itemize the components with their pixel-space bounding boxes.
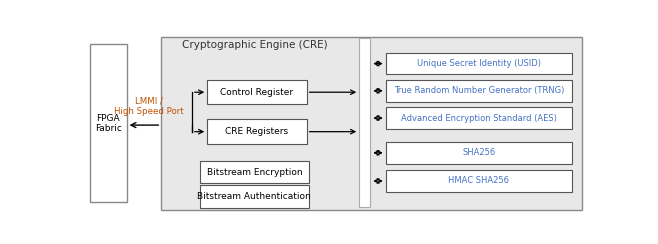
FancyBboxPatch shape: [199, 161, 309, 183]
Text: SHA256: SHA256: [462, 148, 495, 157]
Text: LMMI /
High Speed Port: LMMI / High Speed Port: [114, 97, 184, 116]
FancyBboxPatch shape: [207, 120, 307, 144]
FancyBboxPatch shape: [161, 37, 582, 210]
Text: HMAC SHA256: HMAC SHA256: [448, 176, 509, 185]
FancyBboxPatch shape: [386, 107, 572, 129]
FancyBboxPatch shape: [90, 44, 126, 202]
FancyBboxPatch shape: [386, 142, 572, 164]
Text: Bitstream Authentication: Bitstream Authentication: [197, 192, 311, 201]
Text: CRE Registers: CRE Registers: [225, 127, 288, 136]
FancyBboxPatch shape: [207, 80, 307, 104]
Text: Control Register: Control Register: [220, 88, 293, 97]
Text: Advanced Encryption Standard (AES): Advanced Encryption Standard (AES): [401, 113, 557, 122]
Text: Bitstream Encryption: Bitstream Encryption: [207, 168, 302, 177]
FancyBboxPatch shape: [386, 80, 572, 102]
Text: Cryptographic Engine (CRE): Cryptographic Engine (CRE): [182, 40, 327, 50]
FancyBboxPatch shape: [386, 53, 572, 74]
FancyBboxPatch shape: [359, 38, 370, 207]
Text: FPGA
Fabric: FPGA Fabric: [95, 113, 122, 133]
Text: Unique Secret Identity (USID): Unique Secret Identity (USID): [417, 59, 541, 68]
FancyBboxPatch shape: [199, 185, 309, 208]
FancyBboxPatch shape: [386, 170, 572, 192]
Text: True Random Number Generator (TRNG): True Random Number Generator (TRNG): [393, 86, 564, 95]
